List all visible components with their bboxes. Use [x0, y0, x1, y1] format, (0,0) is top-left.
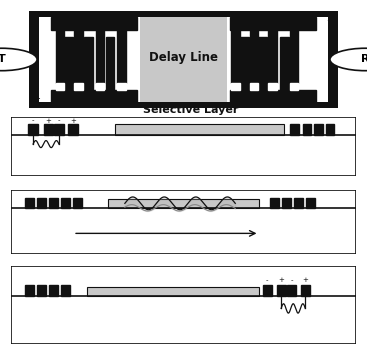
Bar: [51, 90, 137, 102]
Bar: [231, 30, 240, 83]
Bar: [115, 124, 284, 135]
Bar: [28, 124, 38, 135]
Bar: [39, 17, 328, 102]
Text: -: -: [290, 277, 293, 283]
Text: +: +: [278, 277, 284, 283]
Bar: [105, 37, 114, 90]
Text: +: +: [302, 277, 308, 283]
Bar: [51, 17, 137, 30]
Bar: [294, 198, 303, 208]
Bar: [64, 37, 73, 90]
Bar: [268, 83, 277, 90]
Bar: [73, 198, 83, 208]
Text: -: -: [58, 118, 60, 124]
Bar: [49, 198, 58, 208]
Bar: [25, 198, 34, 208]
Bar: [282, 198, 291, 208]
Bar: [37, 198, 46, 208]
Bar: [37, 285, 46, 296]
Bar: [280, 37, 288, 90]
Bar: [49, 285, 58, 296]
Bar: [263, 285, 272, 296]
Bar: [290, 83, 298, 90]
Bar: [290, 124, 299, 135]
Bar: [55, 30, 64, 83]
Text: Delay Line: Delay Line: [149, 51, 218, 64]
Bar: [230, 90, 316, 102]
Bar: [96, 30, 104, 83]
Bar: [231, 83, 240, 90]
Text: R: R: [361, 54, 367, 65]
Text: +: +: [46, 118, 51, 124]
Text: Selective Layer: Selective Layer: [143, 105, 238, 115]
Bar: [290, 30, 298, 83]
Bar: [117, 30, 126, 83]
Bar: [230, 17, 316, 30]
Bar: [250, 83, 258, 90]
Bar: [74, 83, 83, 90]
Bar: [25, 285, 34, 296]
Bar: [61, 198, 70, 208]
Bar: [117, 83, 126, 90]
Bar: [240, 37, 248, 90]
Bar: [44, 124, 54, 135]
Text: +: +: [327, 16, 333, 25]
Bar: [87, 286, 259, 296]
Text: -: -: [32, 118, 34, 124]
Bar: [54, 124, 64, 135]
Bar: [61, 285, 70, 296]
Bar: [74, 30, 83, 83]
Bar: [108, 199, 259, 208]
Bar: [314, 124, 323, 135]
Bar: [277, 285, 286, 296]
Bar: [140, 17, 227, 102]
Bar: [301, 285, 310, 296]
Bar: [268, 30, 277, 83]
Bar: [96, 83, 104, 90]
Circle shape: [330, 48, 367, 71]
Bar: [68, 124, 77, 135]
Circle shape: [0, 48, 37, 71]
Text: T: T: [0, 54, 6, 65]
Text: +: +: [70, 118, 76, 124]
Text: +: +: [34, 94, 40, 103]
Bar: [55, 83, 64, 90]
Bar: [306, 198, 315, 208]
Bar: [302, 124, 311, 135]
Text: -: -: [36, 16, 39, 25]
Text: -: -: [266, 277, 269, 283]
Bar: [326, 124, 334, 135]
Bar: [84, 37, 92, 90]
Bar: [270, 198, 279, 208]
Text: -: -: [328, 94, 331, 103]
Bar: [250, 30, 258, 83]
Bar: [258, 37, 267, 90]
Bar: [287, 285, 296, 296]
